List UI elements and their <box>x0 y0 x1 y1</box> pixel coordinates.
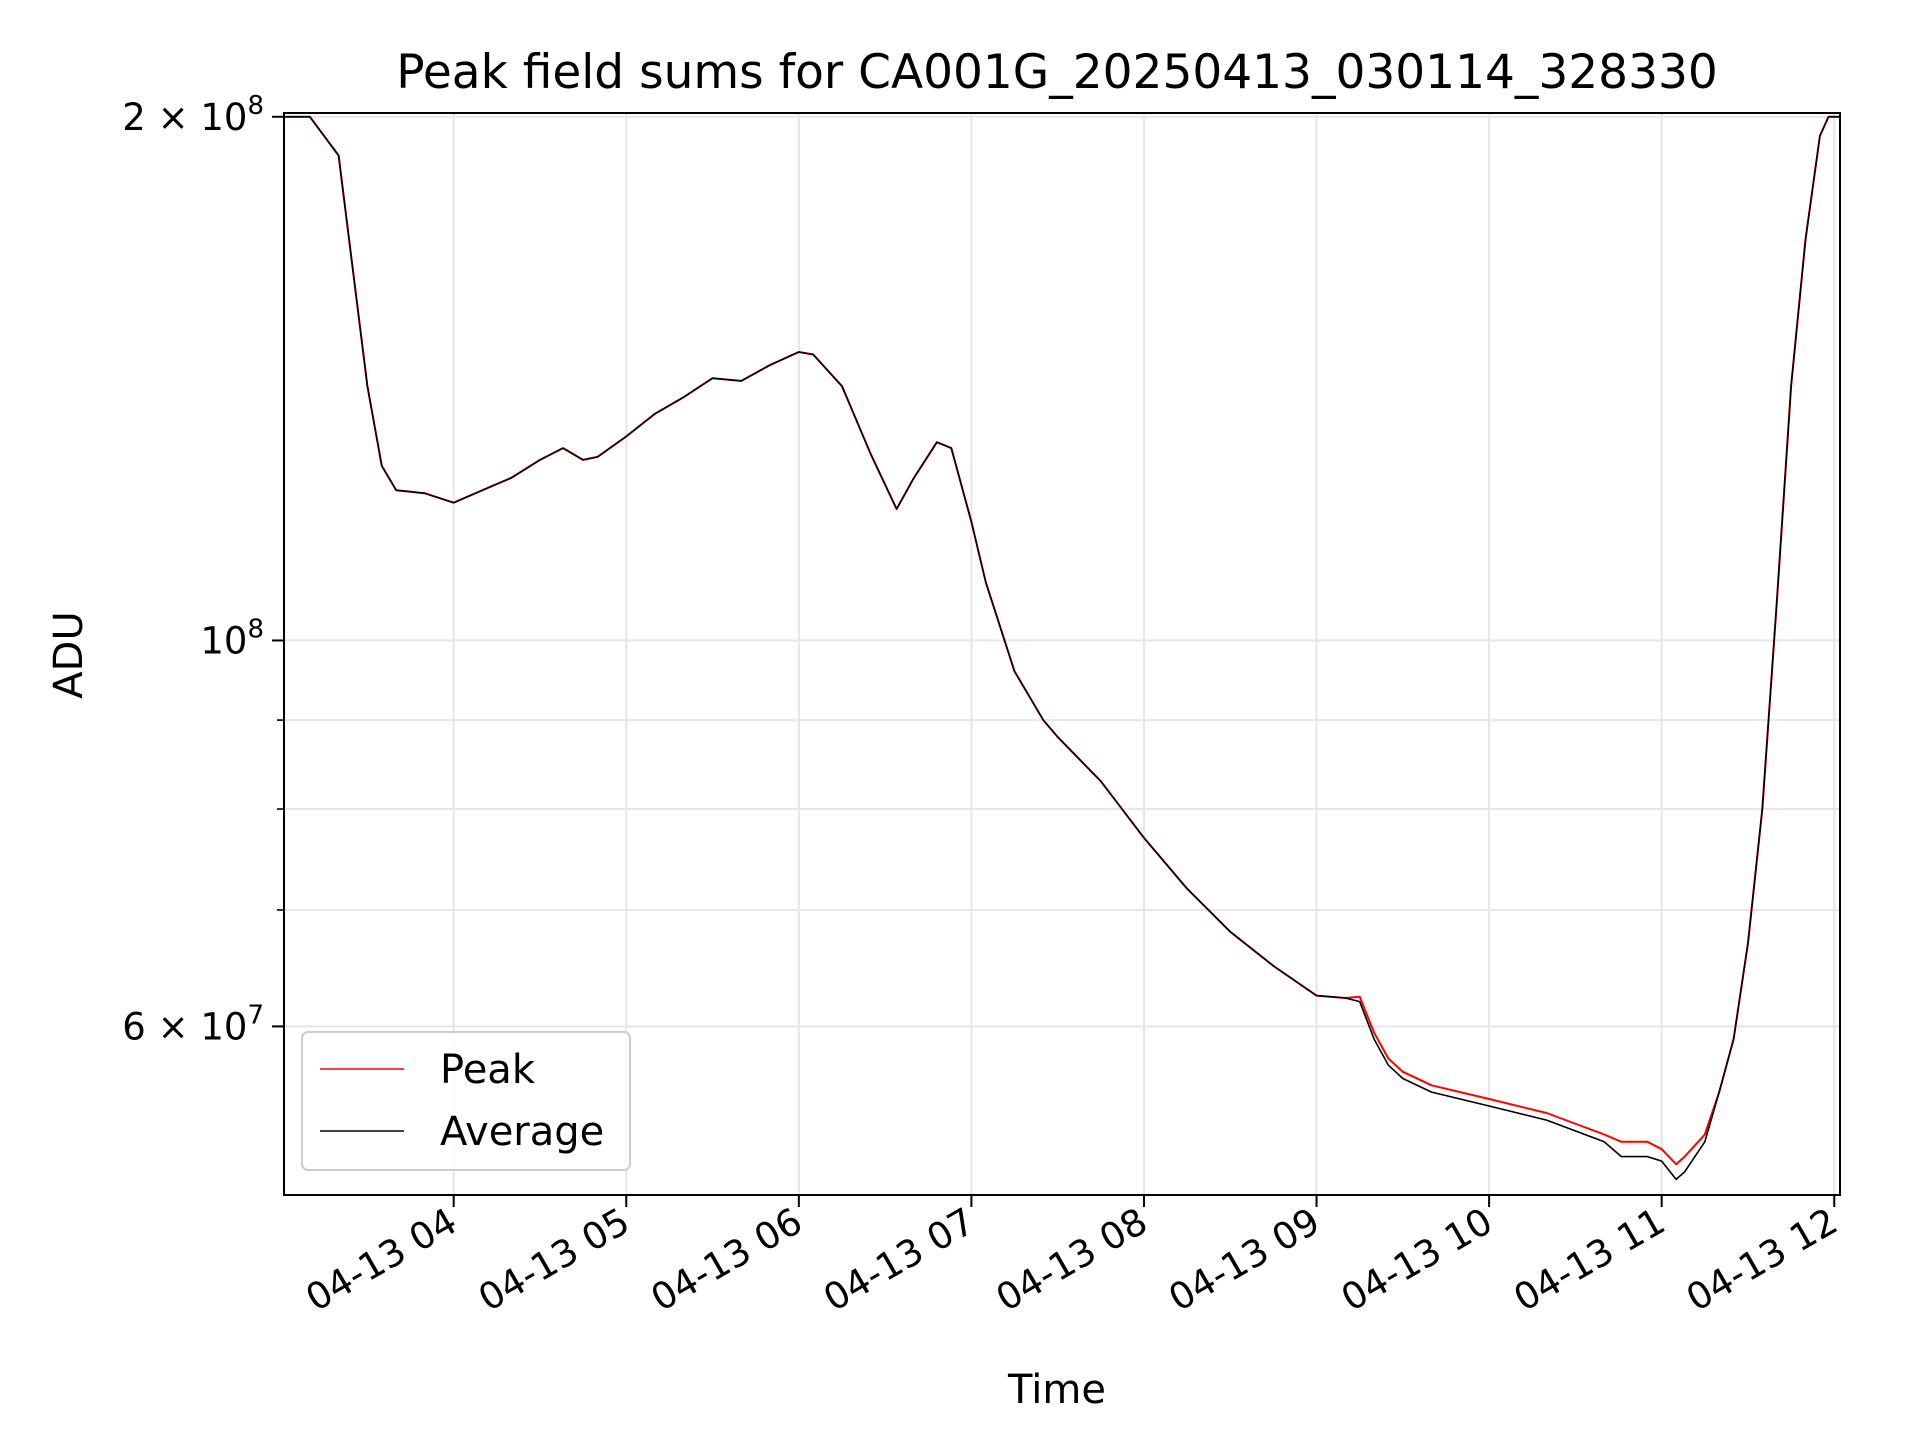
y-tick-label: 2 × 108 <box>122 91 264 139</box>
legend-box <box>301 1031 631 1171</box>
y-axis-label: ADU <box>46 611 92 698</box>
legend: Peak Average <box>301 1031 631 1171</box>
series-layer <box>284 115 1840 1181</box>
legend-label-average: Average <box>440 1109 604 1155</box>
y-tick-label: 108 <box>200 614 264 662</box>
y-tick-label: 6 × 107 <box>122 1000 264 1048</box>
y-axis: 2 × 108 108 6 × 107 <box>122 91 284 1048</box>
legend-label-peak: Peak <box>440 1047 536 1093</box>
series-line-average <box>284 116 1840 1181</box>
grid-lines <box>284 113 1840 1195</box>
chart-title: Peak field sums for CA001G_20250413_0301… <box>396 45 1718 100</box>
x-axis-label: Time <box>1007 1367 1106 1413</box>
plot-frame <box>283 112 1841 1196</box>
